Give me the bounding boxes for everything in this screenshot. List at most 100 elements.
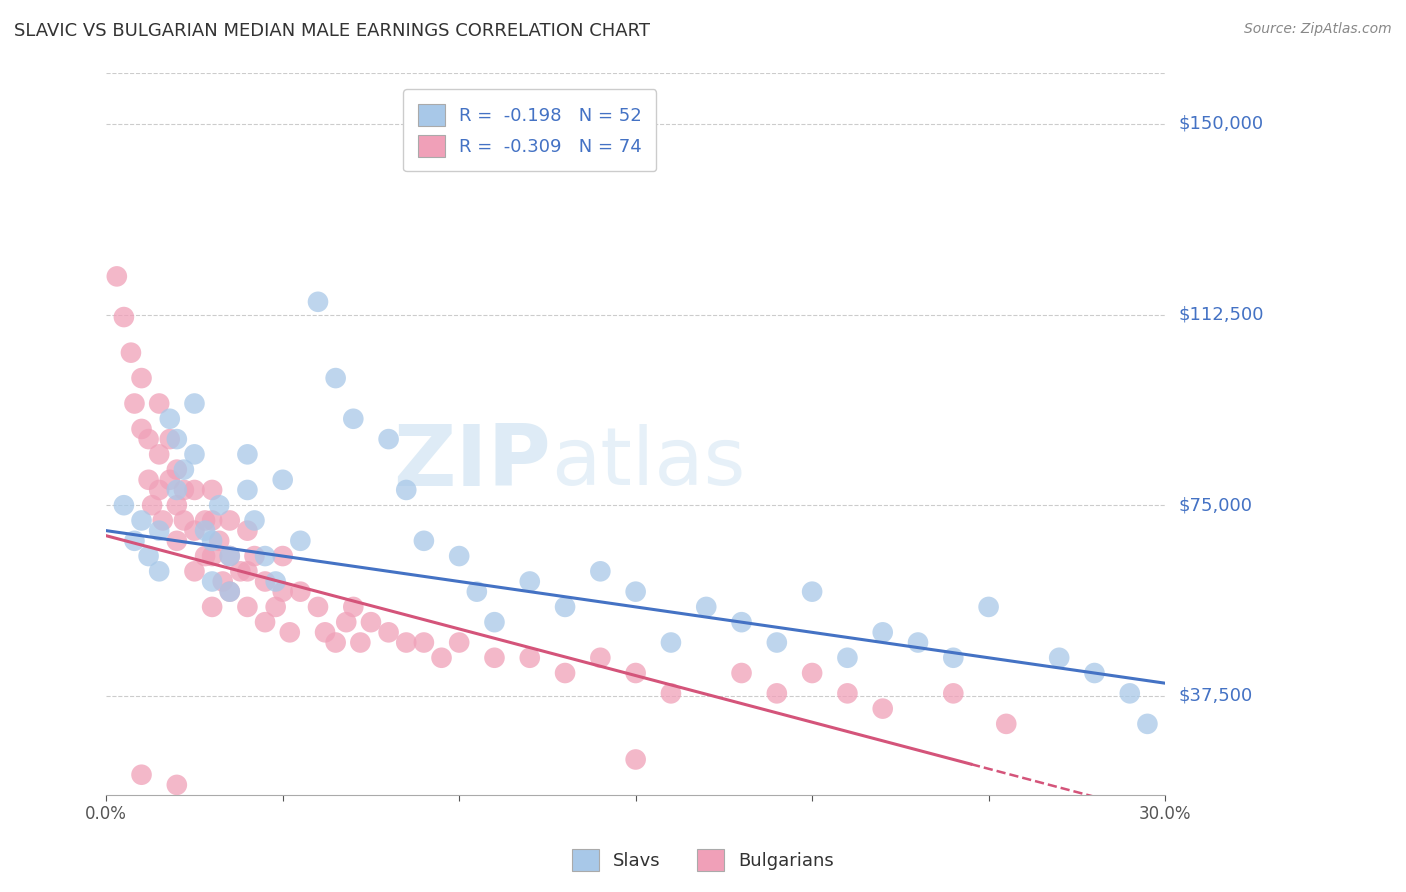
Point — [141, 498, 163, 512]
Point — [218, 584, 240, 599]
Point — [801, 666, 824, 681]
Point — [430, 650, 453, 665]
Point — [236, 483, 259, 497]
Point — [377, 625, 399, 640]
Point — [342, 411, 364, 425]
Point — [159, 411, 181, 425]
Point — [148, 524, 170, 538]
Point — [148, 483, 170, 497]
Point — [290, 533, 312, 548]
Point — [307, 294, 329, 309]
Point — [236, 599, 259, 614]
Point — [290, 584, 312, 599]
Text: SLAVIC VS BULGARIAN MEDIAN MALE EARNINGS CORRELATION CHART: SLAVIC VS BULGARIAN MEDIAN MALE EARNINGS… — [14, 22, 650, 40]
Point — [624, 666, 647, 681]
Point — [236, 564, 259, 578]
Point — [325, 635, 347, 649]
Point — [484, 650, 506, 665]
Point — [271, 584, 294, 599]
Point — [519, 574, 541, 589]
Point — [659, 686, 682, 700]
Text: atlas: atlas — [551, 424, 745, 502]
Text: $75,000: $75,000 — [1180, 496, 1253, 514]
Point — [124, 396, 146, 410]
Point — [449, 549, 471, 563]
Point — [201, 483, 224, 497]
Point — [449, 635, 471, 649]
Point — [730, 666, 752, 681]
Point — [131, 422, 153, 436]
Point — [201, 533, 224, 548]
Point — [942, 686, 965, 700]
Point — [801, 584, 824, 599]
Point — [872, 625, 894, 640]
Point — [173, 513, 195, 527]
Text: $37,500: $37,500 — [1180, 687, 1253, 705]
Point — [194, 524, 217, 538]
Point — [211, 574, 233, 589]
Point — [243, 549, 266, 563]
Point — [264, 599, 287, 614]
Point — [201, 549, 224, 563]
Point — [278, 625, 301, 640]
Point — [1083, 666, 1105, 681]
Point — [166, 778, 188, 792]
Point — [907, 635, 929, 649]
Legend: Slavs, Bulgarians: Slavs, Bulgarians — [564, 842, 842, 879]
Point — [624, 584, 647, 599]
Point — [131, 513, 153, 527]
Point — [183, 483, 205, 497]
Point — [695, 599, 717, 614]
Point — [148, 564, 170, 578]
Point — [360, 615, 382, 630]
Point — [254, 549, 277, 563]
Point — [166, 533, 188, 548]
Point — [837, 686, 859, 700]
Point — [554, 599, 576, 614]
Point — [349, 635, 371, 649]
Point — [218, 549, 240, 563]
Point — [152, 513, 174, 527]
Point — [131, 768, 153, 782]
Point — [183, 524, 205, 538]
Point — [166, 483, 188, 497]
Point — [307, 599, 329, 614]
Point — [766, 686, 789, 700]
Point — [183, 564, 205, 578]
Point — [173, 483, 195, 497]
Point — [138, 473, 160, 487]
Point — [183, 396, 205, 410]
Point — [1047, 650, 1070, 665]
Point — [120, 345, 142, 359]
Point — [138, 549, 160, 563]
Point — [208, 533, 231, 548]
Point — [995, 717, 1018, 731]
Point — [159, 473, 181, 487]
Point — [166, 498, 188, 512]
Point — [194, 513, 217, 527]
Point — [412, 635, 434, 649]
Point — [166, 432, 188, 446]
Point — [218, 584, 240, 599]
Point — [271, 549, 294, 563]
Text: Source: ZipAtlas.com: Source: ZipAtlas.com — [1244, 22, 1392, 37]
Point — [837, 650, 859, 665]
Point — [148, 396, 170, 410]
Point — [624, 752, 647, 766]
Point — [395, 483, 418, 497]
Point — [194, 549, 217, 563]
Point — [325, 371, 347, 385]
Point — [342, 599, 364, 614]
Point — [1119, 686, 1142, 700]
Point — [131, 371, 153, 385]
Point — [872, 701, 894, 715]
Point — [589, 650, 612, 665]
Point — [138, 432, 160, 446]
Point — [395, 635, 418, 649]
Point — [201, 599, 224, 614]
Point — [659, 635, 682, 649]
Point — [229, 564, 252, 578]
Point — [519, 650, 541, 665]
Point — [124, 533, 146, 548]
Point — [201, 513, 224, 527]
